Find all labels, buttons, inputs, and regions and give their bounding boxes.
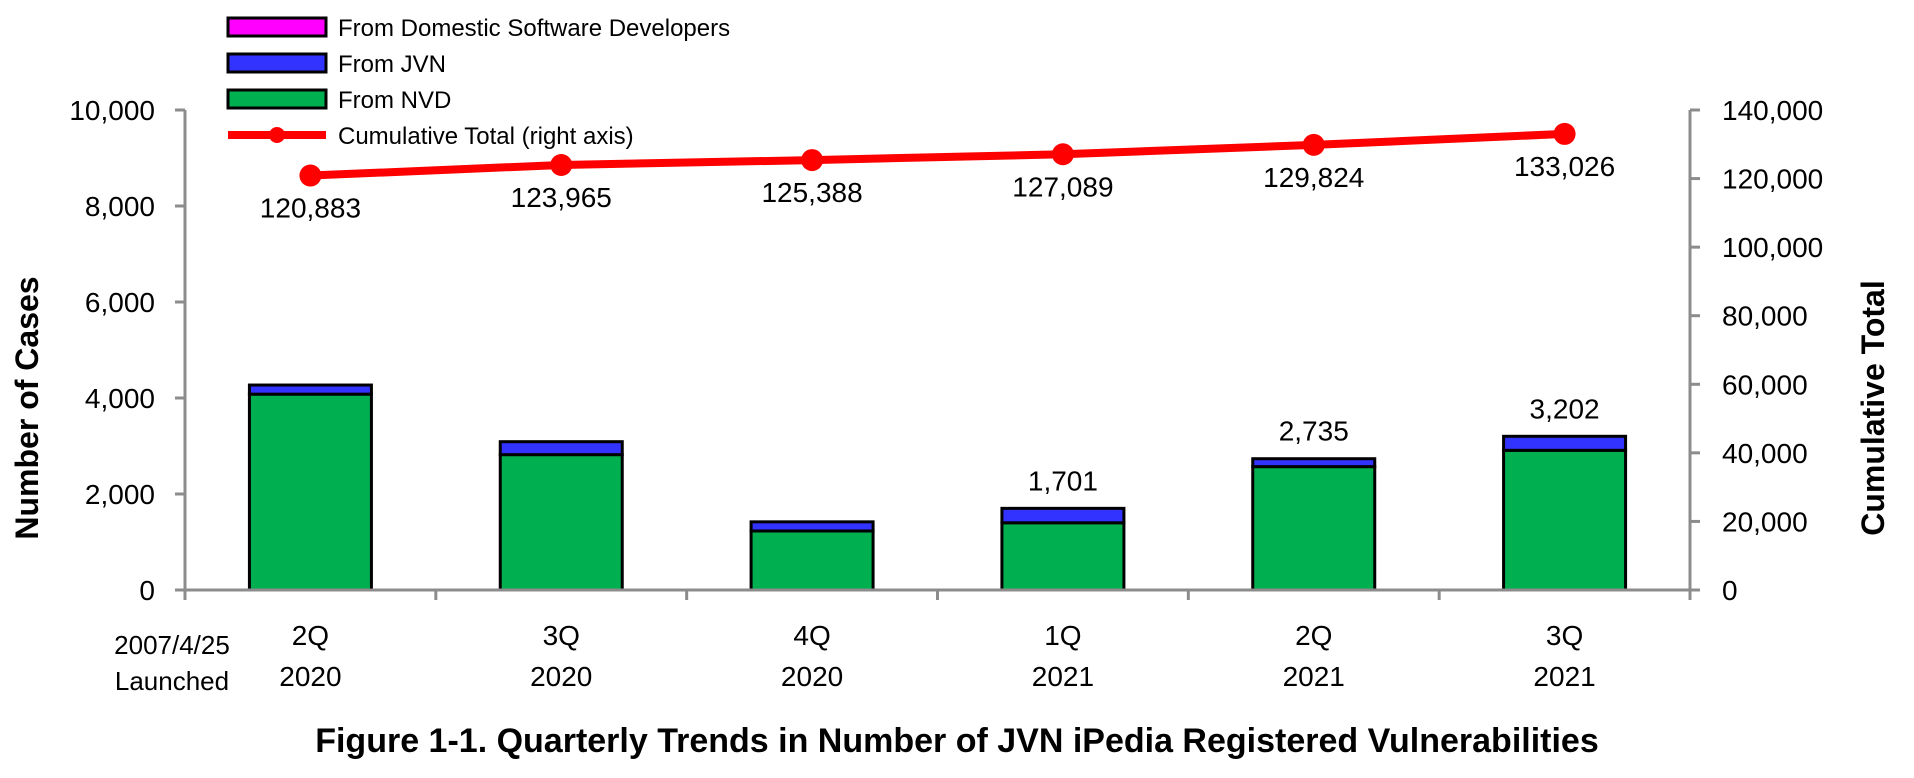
left-axis: 0 2,000 4,000 6,000 8,000 10,000	[69, 95, 187, 606]
bar-segment-nvd	[749, 529, 875, 592]
x-tick-quarter: 2Q	[1295, 620, 1332, 651]
cumulative-label: 133,026	[1514, 151, 1615, 182]
cumulative-label: 120,883	[260, 193, 361, 224]
legend: From Domestic Software Developers From JV…	[226, 15, 730, 150]
right-tick-label: 60,000	[1722, 369, 1808, 400]
left-tick-label: 2,000	[85, 479, 155, 510]
left-axis-title: Number of Cases	[9, 276, 45, 539]
right-tick-label: 80,000	[1722, 301, 1808, 332]
x-tick-quarter: 1Q	[1044, 620, 1081, 651]
figure-title: Figure 1-1. Quarterly Trends in Number o…	[315, 722, 1599, 760]
legend-label: From Domestic Software Developers	[338, 15, 730, 42]
bar-total-label: 2,735	[1279, 416, 1349, 447]
right-axis-title: Cumulative Total	[1855, 280, 1891, 535]
x-tick-year: 2021	[1283, 661, 1345, 692]
cumulative-label: 129,824	[1263, 162, 1364, 193]
bar-segment-nvd	[247, 392, 373, 592]
right-tick-label: 20,000	[1722, 506, 1808, 537]
legend-swatch-domestic	[226, 16, 328, 38]
right-tick-label: 140,000	[1722, 95, 1823, 126]
right-axis: 0 20,000 40,000 60,000 80,000 100,000 120,000 1…	[1688, 95, 1823, 606]
x-tick-year: 2021	[1032, 661, 1094, 692]
cumulative-point	[299, 164, 322, 187]
bar-segment-jvn	[1000, 506, 1126, 525]
cumulative-point	[1302, 133, 1325, 156]
bar-total-label: 3,202	[1530, 393, 1600, 424]
x-tick-year: 2020	[530, 661, 592, 692]
bar-segment-nvd	[1000, 521, 1126, 592]
bar-segment-nvd	[1502, 448, 1628, 592]
left-tick-label: 4,000	[85, 383, 155, 414]
bar-segment-nvd	[498, 453, 624, 592]
cumulative-label: 123,965	[511, 182, 612, 213]
x-tick-year: 2020	[781, 661, 843, 692]
cumulative-label: 127,089	[1012, 171, 1113, 202]
bar-segment-jvn	[1251, 457, 1377, 469]
legend-swatch-jvn	[226, 52, 328, 74]
cumulative-point	[1051, 143, 1074, 166]
x-tick-quarter: 4Q	[793, 620, 830, 651]
cumulative-point	[801, 149, 824, 172]
x-axis: 2Q 2020 3Q 2020 4Q 2020 1Q 2021 2Q 2021 3Q 2021 2007…	[114, 588, 1692, 696]
right-tick-label: 0	[1722, 575, 1738, 606]
bar-segment-jvn	[1502, 434, 1628, 452]
cumulative-point	[1553, 122, 1576, 145]
bar-segment-jvn	[749, 520, 875, 533]
right-tick-label: 40,000	[1722, 438, 1808, 469]
cumulative-label: 125,388	[761, 177, 862, 208]
cumulative-line	[310, 129, 1565, 180]
legend-label: From NVD	[338, 87, 451, 114]
legend-label: Cumulative Total (right axis)	[338, 123, 634, 150]
legend-label: From JVN	[338, 51, 446, 78]
x-tick-year: 2021	[1533, 661, 1595, 692]
x-tick-quarter: 3Q	[1546, 620, 1583, 651]
bar-segment-nvd	[1251, 465, 1377, 592]
plot-area: 1,701 2,735 3,202 120,883 123,965 125,388 127,…	[247, 122, 1628, 592]
cumulative-point	[550, 153, 573, 176]
right-tick-label: 120,000	[1722, 164, 1823, 195]
x-note-date: 2007/4/25	[114, 630, 230, 660]
bar-total-label: 1,701	[1028, 465, 1098, 496]
bar-segment-jvn	[247, 383, 373, 396]
right-tick-label: 100,000	[1722, 232, 1823, 263]
legend-swatch-nvd	[226, 88, 328, 110]
left-tick-label: 0	[139, 575, 155, 606]
left-tick-label: 6,000	[85, 287, 155, 318]
x-tick-quarter: 3Q	[543, 620, 580, 651]
bar-segment-jvn	[498, 440, 624, 457]
x-tick-year: 2020	[279, 661, 341, 692]
left-tick-label: 8,000	[85, 191, 155, 222]
x-note-launched: Launched	[115, 666, 229, 696]
x-tick-quarter: 2Q	[292, 620, 329, 651]
legend-line-marker	[269, 127, 285, 143]
left-tick-label: 10,000	[69, 95, 155, 126]
